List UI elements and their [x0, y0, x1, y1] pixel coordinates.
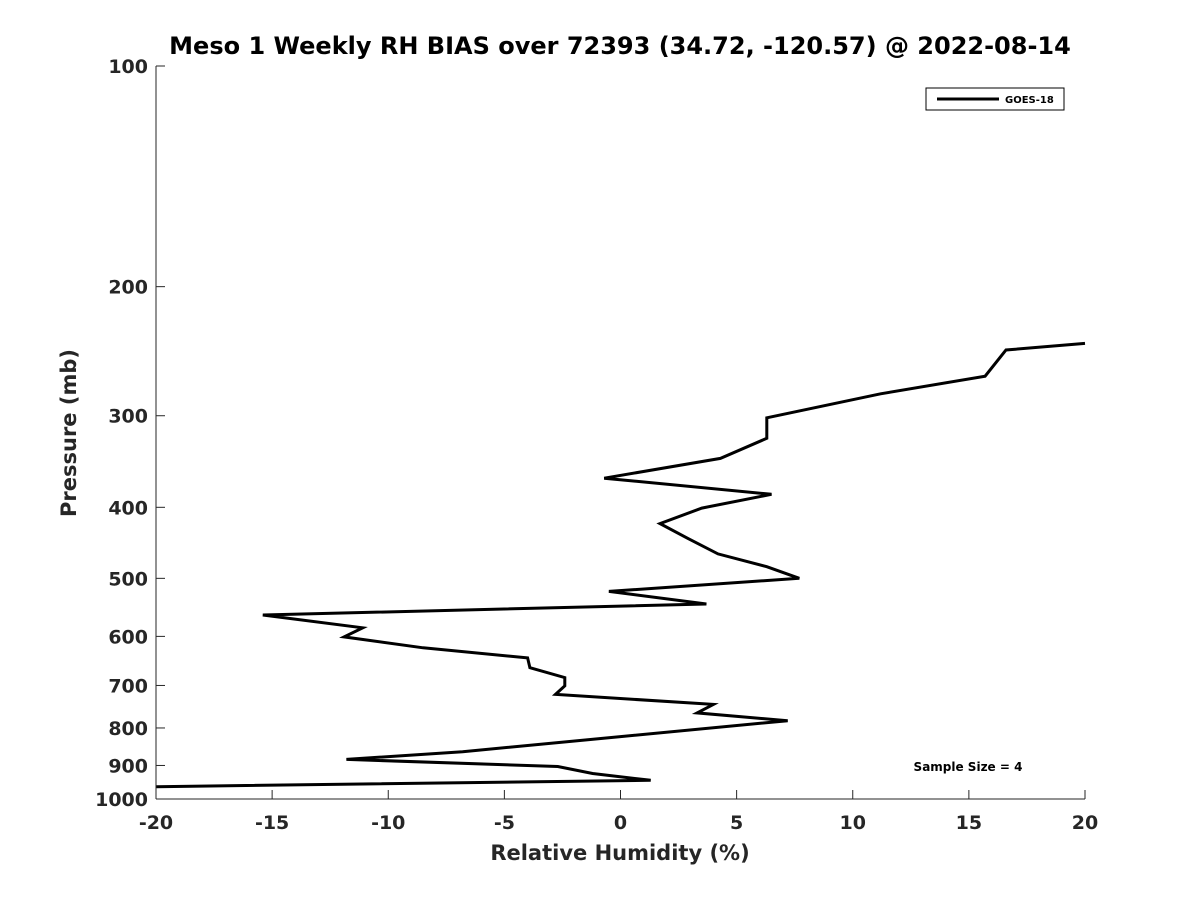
sample-size-annotation: Sample Size = 4 — [914, 760, 1023, 774]
y-tick-label: 900 — [108, 755, 148, 777]
y-tick-label: 500 — [108, 568, 148, 590]
series-line-goes-18 — [155, 341, 1086, 789]
x-tick-label: -20 — [139, 812, 173, 834]
y-tick-label: 300 — [108, 406, 148, 428]
legend-entry-label: GOES-18 — [1005, 95, 1054, 106]
plot-area: -20 -15 -10 -5 0 5 10 15 20 100 200 300 400 500 600 70… — [95, 56, 1098, 834]
y-ticks: 100 200 300 400 500 600 700 800 900 1000 — [95, 56, 165, 811]
x-tick-label: 10 — [840, 812, 866, 834]
series-layer — [155, 341, 1086, 789]
y-tick-label: 1000 — [95, 789, 148, 811]
x-tick-label: 0 — [614, 812, 627, 834]
x-tick-label: 20 — [1072, 812, 1098, 834]
x-axis-label: Relative Humidity (%) — [490, 841, 749, 865]
y-tick-label: 600 — [108, 626, 148, 648]
chart-title: Meso 1 Weekly RH BIAS over 72393 (34.72,… — [169, 32, 1071, 60]
y-tick-label: 800 — [108, 718, 148, 740]
y-axis-label: Pressure (mb) — [57, 349, 81, 517]
y-tick-label: 400 — [108, 497, 148, 519]
x-tick-label: -5 — [494, 812, 515, 834]
x-tick-label: 15 — [956, 812, 982, 834]
plot-background — [156, 66, 1085, 799]
y-tick-label: 100 — [108, 56, 148, 78]
x-tick-label: -15 — [255, 812, 289, 834]
x-tick-label: 5 — [730, 812, 743, 834]
legend: GOES-18 — [925, 87, 1065, 111]
y-tick-label: 200 — [108, 277, 148, 299]
x-ticks: -20 -15 -10 -5 0 5 10 15 20 — [139, 790, 1098, 834]
x-tick-label: -10 — [371, 812, 405, 834]
y-tick-label: 700 — [108, 675, 148, 697]
